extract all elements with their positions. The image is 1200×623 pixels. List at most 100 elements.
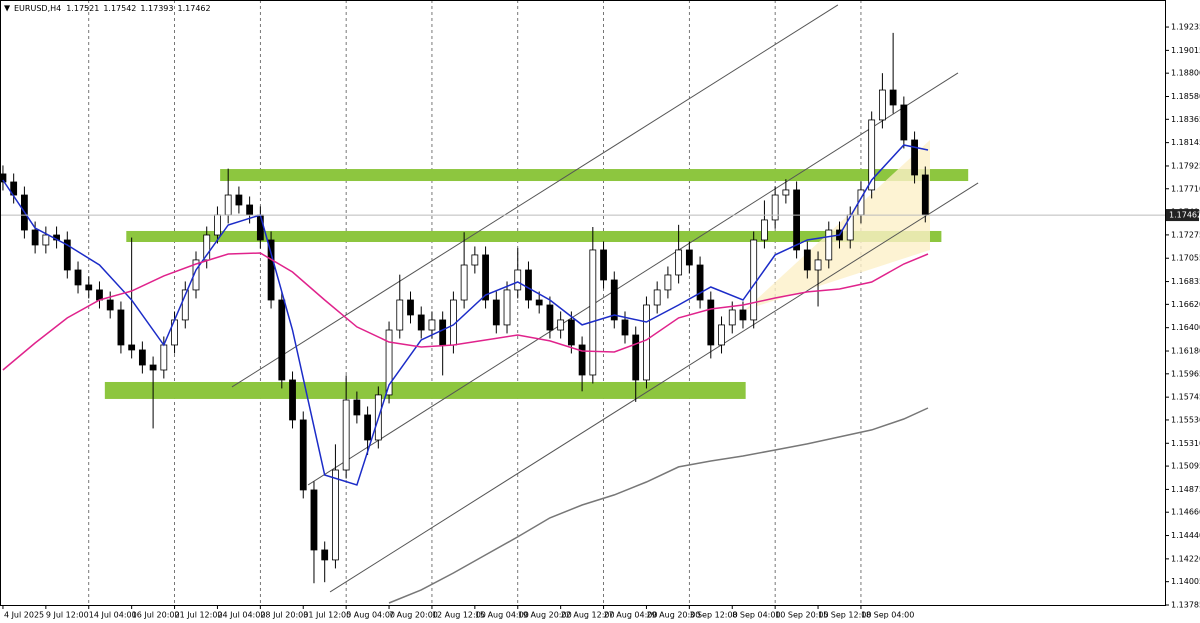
candle-body (921, 174, 929, 216)
candle-body (492, 299, 500, 326)
y-tick-label: 1.14005 (1171, 577, 1200, 586)
trendline-layer (231, 4, 979, 593)
current-price-label: 1.17462 (1169, 211, 1200, 220)
menu-arrow[interactable]: ▼ (4, 4, 11, 13)
x-tick-label: 29 Aug 20:00 (646, 611, 700, 620)
candle-body (117, 309, 125, 346)
x-tick-label: 15 Aug 04:00 (475, 611, 529, 620)
candle-body (621, 319, 629, 336)
x-tick-label: 14 Jul 04:00 (89, 611, 137, 620)
candle-body (803, 249, 811, 271)
current-price-box (1166, 209, 1199, 222)
x-tick-label: 10 Sep 20:00 (775, 611, 828, 620)
candle-body (653, 289, 661, 306)
candle-body (610, 279, 618, 321)
x-tick-label: 7 Aug 20:00 (389, 611, 438, 620)
y-tick-label: 1.15530 (1171, 415, 1200, 424)
candle-body (868, 119, 876, 191)
moving-average (388, 407, 929, 604)
candle-body (160, 344, 168, 371)
moving-average (2, 252, 929, 371)
y-tick-label: 1.14220 (1171, 554, 1200, 563)
candle-body (321, 549, 329, 561)
candle-body (31, 229, 39, 246)
quote-high: 1.17542 (103, 4, 136, 13)
y-tick-label: 1.17710 (1171, 184, 1200, 193)
candle-body (460, 264, 468, 301)
y-tick-label: 1.14440 (1171, 531, 1200, 540)
candle-body (385, 329, 393, 396)
candle-body (718, 324, 725, 346)
candle-body (85, 284, 93, 291)
candle-body (149, 364, 157, 371)
candle-body (557, 319, 565, 331)
y-tick-label: 1.18580 (1171, 92, 1200, 101)
candle-body (246, 204, 254, 216)
y-tick-label: 1.17925 (1171, 161, 1200, 170)
candle-body (63, 239, 71, 271)
candle-body (42, 234, 50, 246)
candle-body (106, 299, 114, 311)
x-tick-label: 21 Jul 12:00 (175, 611, 223, 620)
y-tick-label: 1.18365 (1171, 115, 1200, 124)
candle-layer (0, 32, 929, 584)
y-tick-label: 1.14660 (1171, 508, 1200, 517)
quote-close: 1.17462 (178, 4, 211, 13)
moving-average-layer (0, 144, 1165, 604)
candle-body (299, 419, 307, 491)
candle-body (214, 214, 221, 236)
candle-body (567, 319, 575, 346)
y-tick-label: 1.16620 (1171, 300, 1200, 309)
y-tick-label: 1.14875 (1171, 485, 1200, 494)
x-tick-label: 9 Jul 12:00 (46, 611, 89, 620)
candle-body (771, 194, 779, 221)
support-resistance-zone (220, 169, 969, 182)
candle-body (482, 254, 489, 301)
x-tick-label: 4 Jul 2025 (4, 611, 44, 620)
chart-header: EURUSD,H4 1.17521 1.17542 1.17393 1.17462 (14, 4, 211, 13)
candle-body (696, 264, 704, 301)
candle-body (96, 289, 103, 301)
x-tick-label: 18 Sep 04:00 (861, 611, 914, 620)
candle-body (900, 104, 908, 141)
y-tick-label: 1.19015 (1171, 46, 1200, 55)
highlight-triangle (745, 140, 930, 310)
channel-line (231, 4, 839, 388)
candle-body (417, 314, 425, 331)
candle-body (525, 269, 532, 301)
candle-body (761, 219, 768, 241)
y-tick-label: 1.13785 (1171, 601, 1200, 610)
x-tick-label: 3 Sep 12:00 (689, 611, 737, 620)
y-tick-label: 1.15745 (1171, 393, 1200, 402)
candle-body (600, 249, 607, 281)
candle-body (707, 299, 715, 346)
candle-body (224, 194, 232, 216)
candle-body (74, 269, 82, 286)
candle-body (235, 194, 243, 206)
candle-body (407, 299, 414, 316)
candle-body (503, 289, 511, 326)
y-tick-label: 1.18800 (1171, 69, 1200, 78)
candle-body (632, 334, 640, 381)
candle-body (310, 489, 318, 551)
candle-body (289, 379, 296, 421)
candle-body (181, 289, 189, 321)
candle-body (0, 173, 7, 183)
y-tick-label: 1.16835 (1171, 277, 1200, 286)
candle-body (535, 299, 543, 306)
candle-body (439, 319, 447, 346)
candle-body (128, 344, 136, 351)
candle-body (332, 469, 339, 561)
candle-body (546, 304, 554, 331)
channel-line (329, 182, 979, 593)
quote-open: 1.17521 (66, 4, 99, 13)
symbol: EURUSD,H4 (14, 4, 61, 13)
axis-layer: 1.19235 1.19015 1.18800 1.18580 1.18365 1.181… (2, 23, 1200, 620)
y-tick-label: 1.17055 (1171, 254, 1200, 263)
candle-body (578, 344, 586, 376)
y-tick-label: 1.16180 (1171, 347, 1200, 356)
support-resistance-zone (126, 230, 942, 242)
candle-body (192, 259, 200, 291)
candle-body (364, 414, 371, 441)
